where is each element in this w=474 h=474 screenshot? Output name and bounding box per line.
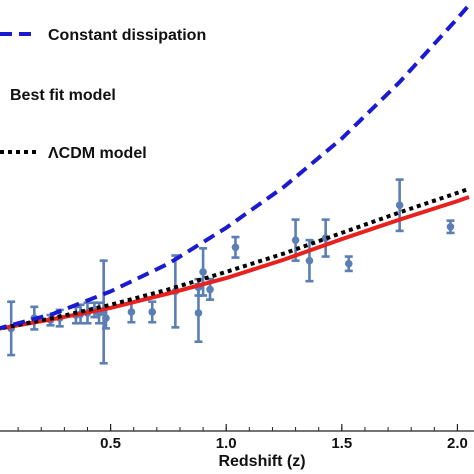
data-point: [148, 300, 157, 324]
point-marker: [148, 308, 157, 316]
legend: Constant dissipation Best fit model ΛCDM m…: [0, 27, 206, 162]
data-point: [199, 247, 208, 297]
data-point: [305, 238, 314, 283]
x-tick-label: 1.5: [331, 435, 352, 452]
data-point: [344, 255, 353, 273]
point-marker: [127, 308, 136, 316]
series-line-0: [0, 3, 471, 331]
point-marker: [102, 314, 110, 322]
x-axis-label: Redshift (z): [218, 453, 305, 470]
data-point: [446, 219, 455, 235]
legend-entry-0: Constant dissipation: [0, 27, 206, 44]
x-ticks: 0.5 1.0 1.5 2.0: [17, 424, 468, 452]
point-marker: [395, 201, 404, 210]
x-tick-label: 0.5: [100, 435, 121, 452]
legend-entry-1: Best fit model: [10, 87, 116, 104]
x-tick-label: 1.0: [216, 435, 237, 452]
legend-entry-2: ΛCDM model: [0, 145, 147, 162]
plot-area: [0, 3, 471, 365]
legend-label: ΛCDM model: [48, 145, 147, 162]
point-marker: [344, 259, 353, 268]
series-line-2: [0, 186, 470, 331]
point-marker: [305, 256, 314, 265]
point-marker: [194, 309, 203, 317]
legend-label: Constant dissipation: [48, 27, 206, 44]
point-marker: [206, 285, 214, 294]
point-marker: [231, 243, 240, 252]
data-point: [231, 235, 240, 259]
point-marker: [199, 268, 207, 276]
data-point: [395, 178, 404, 233]
x-tick-label: 2.0: [447, 435, 468, 452]
point-marker: [446, 222, 455, 231]
legend-label: Best fit model: [10, 87, 116, 104]
point-marker: [291, 236, 300, 244]
